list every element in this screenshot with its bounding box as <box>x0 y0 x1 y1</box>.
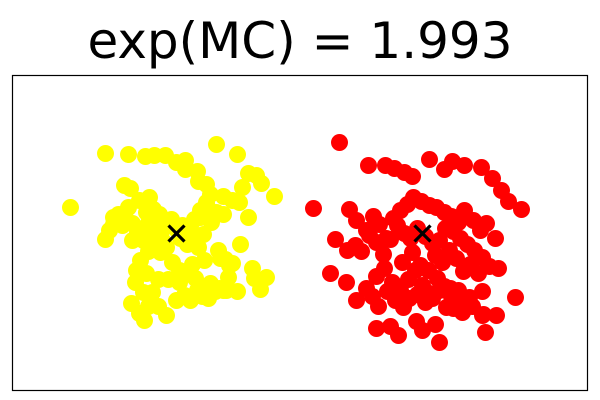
points-layer <box>62 134 530 351</box>
data-point <box>164 216 181 233</box>
data-point <box>253 175 270 192</box>
data-point <box>500 193 517 210</box>
data-point <box>120 146 137 163</box>
data-point <box>404 244 421 261</box>
data-point <box>360 157 377 174</box>
data-point <box>229 146 246 163</box>
data-point <box>456 157 473 174</box>
data-point <box>371 216 388 233</box>
data-point <box>305 200 322 217</box>
data-point <box>448 250 465 267</box>
data-point <box>421 151 438 168</box>
data-point <box>427 316 444 333</box>
data-point <box>348 292 365 309</box>
data-point <box>149 227 166 244</box>
data-point <box>474 283 491 300</box>
data-point <box>220 269 237 286</box>
data-point <box>224 192 241 209</box>
data-point <box>141 189 158 206</box>
data-point <box>147 207 164 224</box>
data-point <box>484 170 501 187</box>
data-point <box>331 134 348 151</box>
data-point <box>454 304 471 321</box>
centroid-layer <box>167 224 432 243</box>
chart-title: exp(MC) = 1.993 <box>87 12 513 70</box>
data-point <box>442 280 459 297</box>
data-point <box>327 231 344 248</box>
data-point <box>507 289 524 306</box>
data-point <box>475 306 492 323</box>
data-point <box>353 243 370 260</box>
data-point <box>252 281 269 298</box>
data-point <box>203 214 220 231</box>
data-point <box>127 274 144 291</box>
data-point <box>404 168 421 185</box>
data-point <box>368 320 385 337</box>
data-point <box>195 226 212 243</box>
data-point <box>490 260 507 277</box>
data-point <box>376 260 393 277</box>
data-point <box>488 307 505 324</box>
data-point <box>224 255 241 272</box>
data-point <box>234 179 251 196</box>
data-point <box>182 220 199 237</box>
data-point <box>97 145 114 162</box>
data-point <box>190 239 207 256</box>
data-point <box>407 262 424 279</box>
data-point <box>208 136 225 153</box>
data-point <box>232 236 249 253</box>
data-point <box>478 215 495 232</box>
data-point <box>158 307 175 324</box>
data-point <box>136 312 153 329</box>
data-point <box>240 209 257 226</box>
data-point <box>198 194 215 211</box>
series-1 <box>305 134 530 351</box>
centroid-marker <box>167 224 186 243</box>
data-point <box>164 254 181 271</box>
data-point <box>390 327 407 344</box>
series-0 <box>62 136 283 329</box>
centroid-marker <box>413 224 432 243</box>
data-point <box>266 188 283 205</box>
data-point <box>370 298 387 315</box>
data-point <box>116 177 133 194</box>
data-point <box>322 265 339 282</box>
data-point <box>229 283 246 300</box>
data-point <box>414 322 431 339</box>
data-point <box>382 231 399 248</box>
data-point <box>513 201 530 218</box>
data-point <box>375 246 392 263</box>
data-point <box>62 199 79 216</box>
data-point <box>215 282 232 299</box>
data-point <box>431 334 448 351</box>
data-point <box>470 265 487 282</box>
data-point <box>473 159 490 176</box>
data-point <box>477 324 494 341</box>
data-point <box>124 232 141 249</box>
data-point <box>461 289 478 306</box>
data-point <box>171 274 188 291</box>
data-point <box>338 274 355 291</box>
data-point <box>487 230 504 247</box>
